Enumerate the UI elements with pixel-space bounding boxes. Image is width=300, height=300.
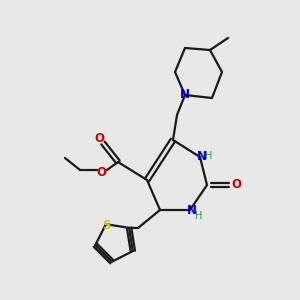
Text: H: H: [195, 211, 203, 221]
Text: N: N: [187, 205, 197, 218]
Text: O: O: [96, 166, 106, 178]
Text: H: H: [205, 151, 213, 161]
Text: N: N: [197, 151, 207, 164]
Text: O: O: [231, 178, 241, 191]
Text: S: S: [102, 219, 110, 232]
Text: O: O: [94, 131, 104, 145]
Text: N: N: [180, 88, 190, 101]
